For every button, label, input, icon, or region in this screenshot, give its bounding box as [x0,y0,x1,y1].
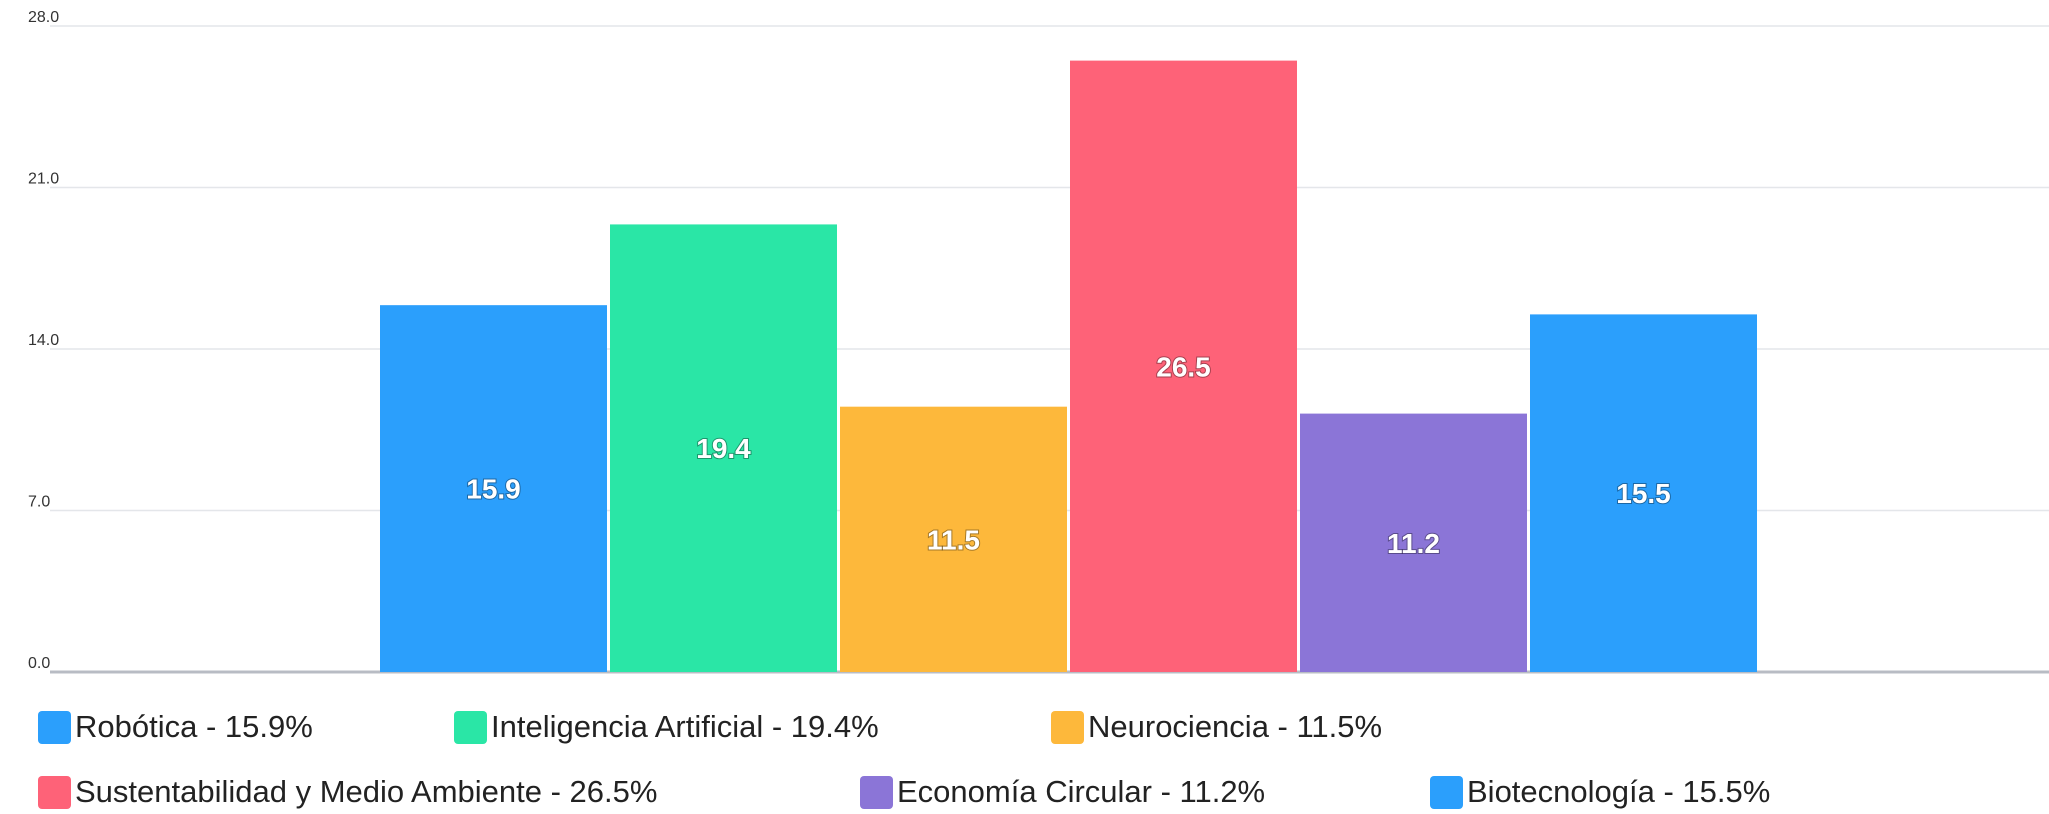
legend-row-1: Robótica - 15.9% Inteligencia Artificial… [38,705,1382,749]
legend-label: Sustentabilidad y Medio Ambiente - 26.5% [75,774,658,809]
legend-swatch [454,710,487,744]
legend-swatch [1430,775,1463,809]
legend-item-neurociencia[interactable]: Neurociencia - 11.5% [1051,709,1382,745]
legend-item-biotecnologia[interactable]: Biotecnología - 15.5% [1430,774,1770,810]
legend-label: Biotecnología - 15.5% [1467,774,1771,809]
bar-neurociencia[interactable] [840,406,1067,672]
legend-row-2: Sustentabilidad y Medio Ambiente - 26.5%… [38,770,1770,814]
bar-value-label: 19.4 [696,433,751,464]
y-tick-label: 28.0 [28,9,59,26]
legend-label: Neurociencia - 11.5% [1088,709,1383,744]
bar-value-label: 15.9 [466,474,521,505]
legend-item-robotica[interactable]: Robótica - 15.9% [38,709,454,745]
bar-biotecnología[interactable] [1530,314,1757,672]
bar-value-labels: 15.9 19.4 11.5 26.5 11.2 15.5 [465,350,1672,559]
y-tick-label: 0.0 [28,655,50,672]
bars [380,60,1757,673]
legend-item-economia-circular[interactable]: Economía Circular - 11.2% [860,774,1430,810]
legend-label: Robótica - 15.9% [75,709,313,744]
bar-value-label: 15.5 [1616,478,1671,509]
bar-economía-circular[interactable] [1300,413,1527,672]
y-tick-label: 7.0 [28,494,50,511]
legend-label: Inteligencia Artificial - 19.4% [491,709,879,744]
y-tick-label: 21.0 [28,171,59,188]
bar-value-label: 11.2 [1387,528,1440,559]
bar-inteligencia-artificial[interactable] [610,224,837,672]
legend-swatch [860,775,893,809]
bar-chart: 0.07.014.021.028.0 15.919.411.526.511.21… [28,9,2049,674]
legend-swatch [38,710,71,744]
legend-item-sustentabilidad[interactable]: Sustentabilidad y Medio Ambiente - 26.5% [38,774,860,810]
y-tick-label: 14.0 [28,332,59,349]
legend-swatch [38,775,71,809]
legend-label: Economía Circular - 11.2% [897,774,1266,809]
bar-value-label: 11.5 [927,524,980,555]
bar-value-label: 26.5 [1156,351,1211,382]
legend-swatch [1051,710,1084,744]
bar-robótica[interactable] [380,305,607,672]
y-axis: 0.0 7.0 14.0 21.0 28.0 [28,9,59,672]
bar-sustentabilidad-y-medio-ambiente[interactable] [1070,60,1297,673]
legend-item-inteligencia-artificial[interactable]: Inteligencia Artificial - 19.4% [454,709,1051,745]
